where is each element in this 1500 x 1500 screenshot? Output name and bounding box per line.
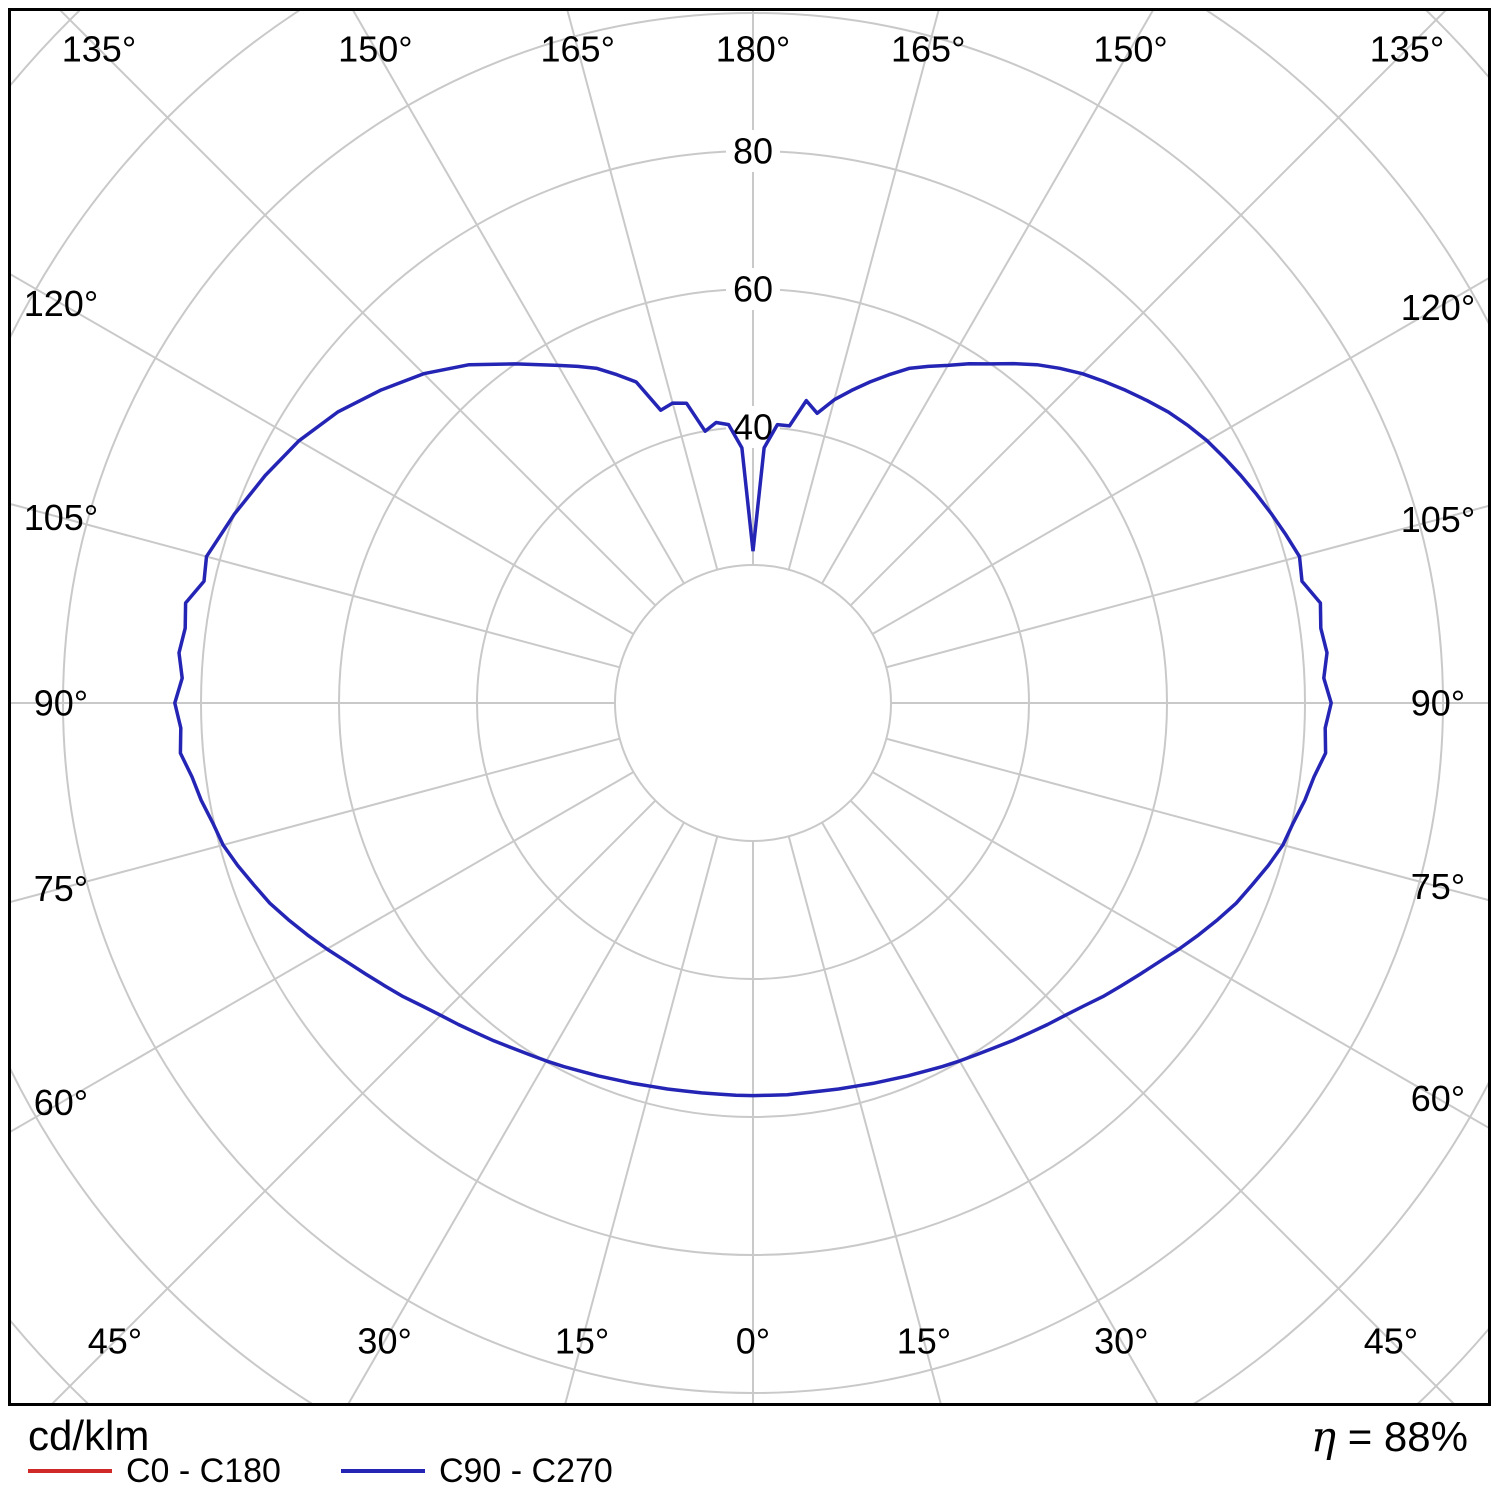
polar-grid-spoke bbox=[352, 11, 685, 584]
angle-label: 180° bbox=[716, 29, 790, 70]
radial-tick-bg bbox=[726, 130, 780, 172]
angle-label: 150° bbox=[338, 29, 412, 70]
angle-label: 45° bbox=[1364, 1321, 1418, 1362]
legend-label-c0-c180: C0 - C180 bbox=[126, 1452, 281, 1490]
polar-grid-spoke bbox=[787, 836, 942, 1403]
polar-grid-spoke bbox=[59, 11, 657, 607]
polar-grid-spoke bbox=[849, 799, 1455, 1403]
angle-label: 150° bbox=[1093, 29, 1167, 70]
legend-label-c90-c270: C90 - C270 bbox=[438, 1452, 613, 1490]
polar-grid-spoke bbox=[11, 737, 620, 903]
polar-grid-spoke bbox=[11, 503, 620, 669]
legend-line-c90-c270-icon bbox=[340, 1469, 425, 1473]
angle-label: 120° bbox=[24, 283, 98, 324]
angle-label: 165° bbox=[891, 29, 965, 70]
legend-item-c0-c180: C0 - C180 bbox=[28, 1454, 281, 1488]
polar-grid-spoke bbox=[566, 11, 719, 570]
radial-tick-bg bbox=[726, 406, 780, 448]
angle-label: 165° bbox=[541, 29, 615, 70]
legend-line-c0-c180-icon bbox=[28, 1469, 112, 1473]
angle-label: 30° bbox=[357, 1321, 411, 1362]
polar-grid-circle bbox=[11, 11, 1488, 1403]
polar-grid-spoke bbox=[11, 771, 634, 1133]
polar-grid-spoke bbox=[872, 277, 1488, 635]
angle-label: 120° bbox=[1401, 287, 1475, 328]
angle-label: 60° bbox=[1411, 1078, 1465, 1119]
angle-label: 60° bbox=[34, 1082, 88, 1123]
angle-label: 45° bbox=[88, 1321, 142, 1362]
units-label: cd/klm bbox=[28, 1412, 150, 1459]
radial-tick-bg bbox=[726, 268, 780, 310]
efficiency-label: η = 88% bbox=[1310, 1412, 1468, 1461]
intensity-curve bbox=[173, 361, 1333, 1098]
angle-label: 135° bbox=[1370, 29, 1444, 70]
angle-label: 15° bbox=[897, 1321, 951, 1362]
polar-grid-spoke bbox=[347, 822, 685, 1403]
angle-label: 90° bbox=[1411, 683, 1465, 724]
polar-grid-circle bbox=[11, 11, 1488, 1403]
polar-grid-spoke bbox=[849, 11, 1447, 607]
polar-grid-spoke bbox=[787, 11, 940, 570]
polar-grid-spoke bbox=[886, 505, 1488, 669]
angle-label: 75° bbox=[34, 868, 88, 909]
angle-label: 105° bbox=[24, 497, 98, 538]
angle-label: 135° bbox=[62, 29, 136, 70]
polar-grid-circle bbox=[614, 564, 892, 842]
polar-grid-spoke bbox=[872, 771, 1488, 1129]
polar-grid-spoke bbox=[886, 737, 1488, 901]
polar-grid-spoke bbox=[51, 799, 657, 1403]
angle-label: 15° bbox=[555, 1321, 609, 1362]
legend: C0 - C180 C90 - C270 bbox=[28, 1454, 613, 1488]
polar-grid-spoke bbox=[821, 11, 1154, 584]
chart-frame: 40 60 80 0° 15° 15° 30° 30° 45° 45° 60° 60° 75° 75° 90… bbox=[8, 8, 1491, 1406]
legend-item-c90-c270: C90 - C270 bbox=[340, 1452, 613, 1490]
angle-label: 90° bbox=[34, 683, 88, 724]
radial-tick-label: 80 bbox=[733, 131, 773, 172]
angle-label: 0° bbox=[736, 1321, 770, 1362]
polar-grid-spoke bbox=[564, 836, 719, 1403]
polar-grid-spoke bbox=[11, 273, 634, 635]
radial-tick-label: 60 bbox=[733, 269, 773, 310]
angle-label: 75° bbox=[1411, 866, 1465, 907]
angle-label: 30° bbox=[1094, 1321, 1148, 1362]
angle-label: 105° bbox=[1401, 499, 1475, 540]
polar-grid-spoke bbox=[821, 822, 1159, 1403]
